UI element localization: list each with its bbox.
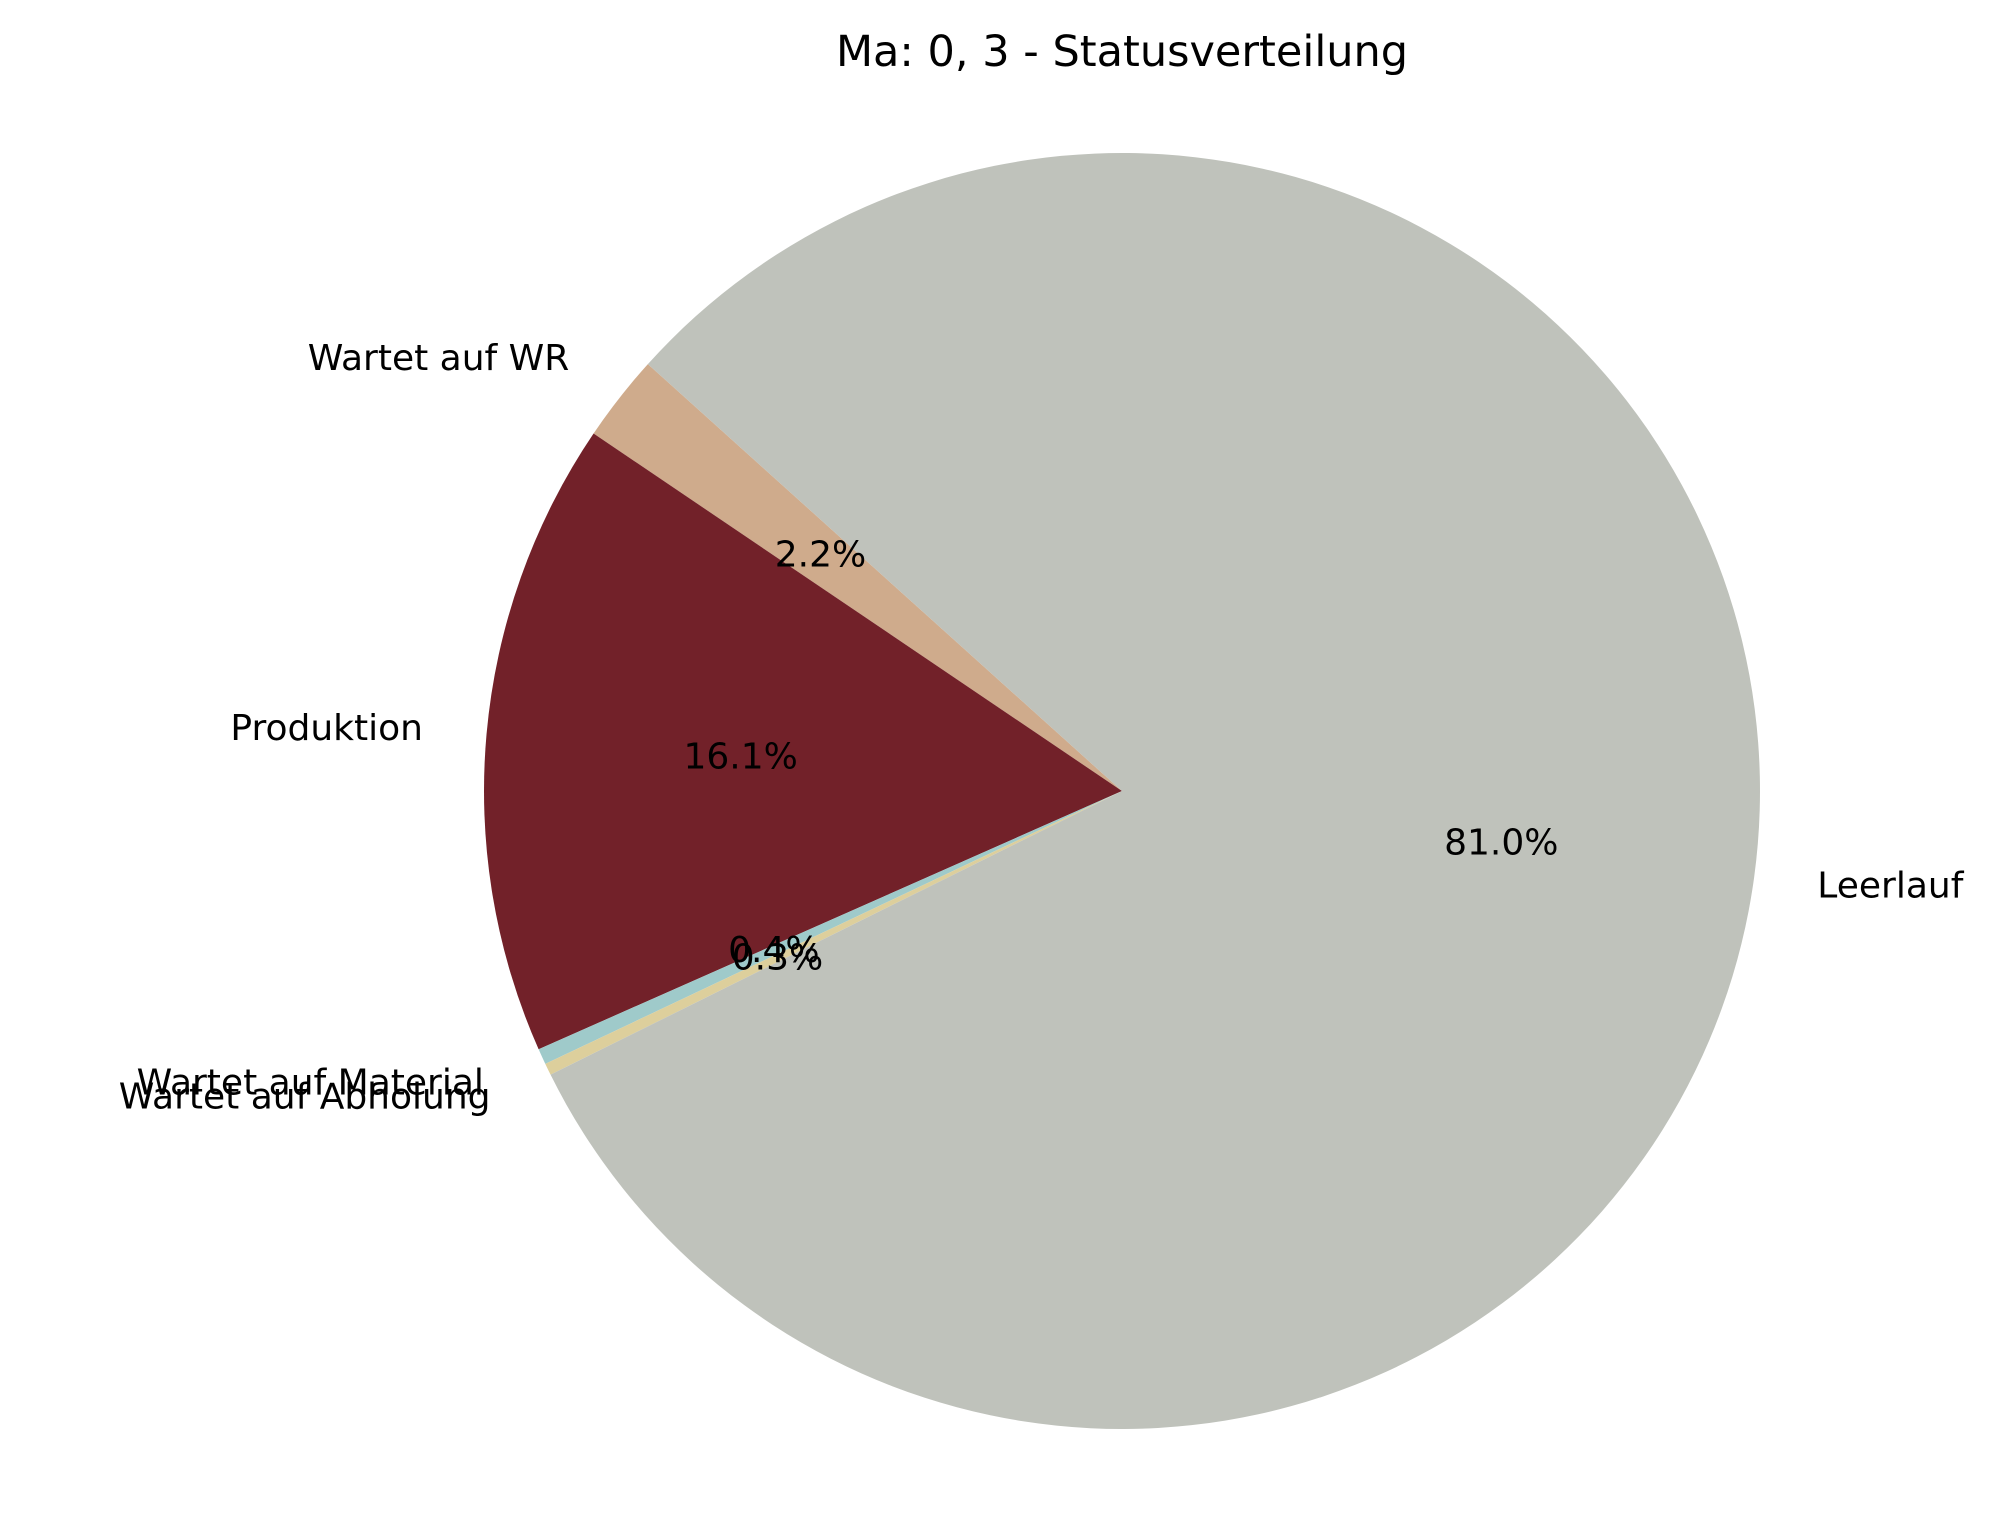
pie-slice-produktion: [484, 433, 1122, 1050]
pct-label-leerlauf: 81.0%: [1444, 823, 1558, 864]
pct-label-wartet-auf-material: 0.4%: [728, 930, 819, 971]
pie-slice-wartet-auf-wr: [593, 364, 1122, 791]
pie-slice-wartet-auf-abholung: [545, 791, 1122, 1075]
slice-label-wartet-auf-wr: Wartet auf WR: [308, 338, 570, 379]
pie-slices: [484, 152, 1760, 1429]
slice-label-leerlauf: Leerlauf: [1817, 866, 1964, 907]
pie-slice-wartet-auf-material: [538, 791, 1122, 1064]
pie-slice-leerlauf: [550, 152, 1760, 1429]
slice-label-produktion: Produktion: [230, 708, 423, 749]
slice-label-wartet-auf-abholung: Wartet auf Abholung: [119, 1077, 491, 1118]
pct-label-produktion: 16.1%: [684, 737, 798, 778]
slice-label-wartet-auf-material: Wartet auf Material: [137, 1063, 484, 1104]
chart-title: Ma: 0, 3 - Statusverteilung: [836, 27, 1408, 77]
pct-label-wartet-auf-wr: 2.2%: [775, 535, 866, 576]
pie-labels: Wartet auf WR 2.2% Produktion 16.1% Wartet a…: [119, 338, 1965, 1118]
pct-label-wartet-auf-abholung: 0.3%: [732, 938, 823, 979]
